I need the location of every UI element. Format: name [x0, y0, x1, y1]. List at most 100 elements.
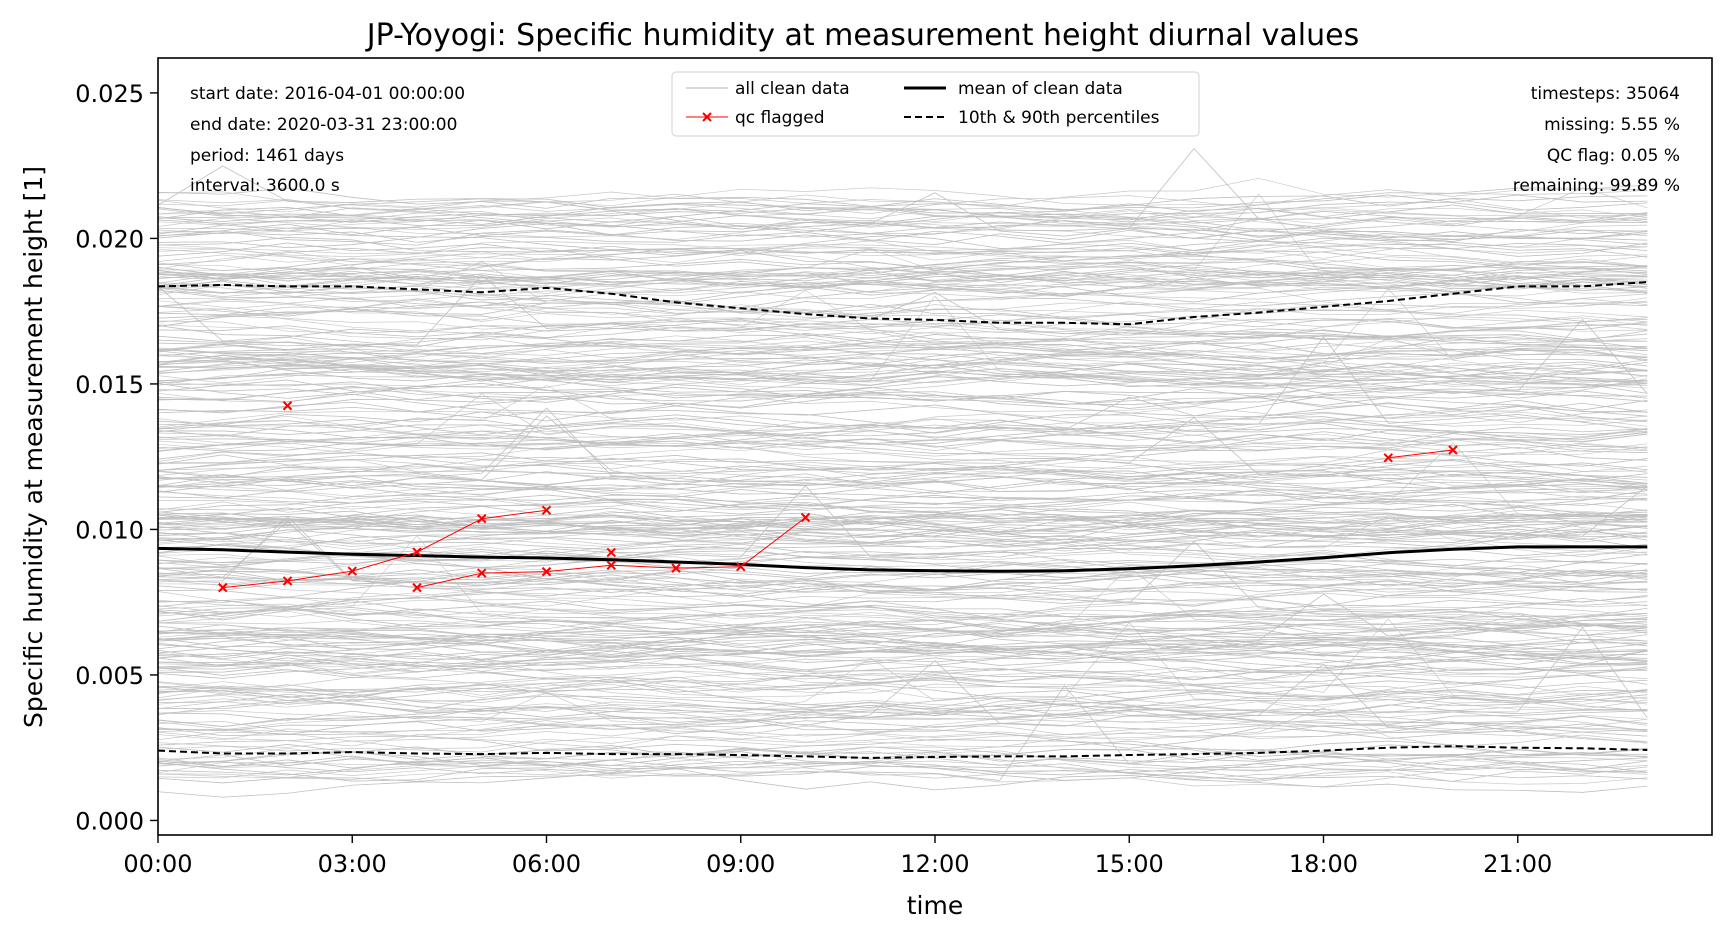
clean-data-line — [158, 198, 1648, 229]
clean-data-line — [158, 485, 1648, 568]
clean-data-line — [158, 747, 1648, 781]
clean-data-line — [158, 679, 1648, 701]
clean-data-line — [158, 563, 1648, 584]
clean-data-line — [158, 355, 1648, 381]
clean-data-line — [158, 390, 1648, 414]
clean-data-line — [158, 247, 1648, 282]
clean-data-line — [158, 711, 1648, 747]
clean-data-line — [158, 250, 1648, 279]
clean-data-line — [158, 459, 1648, 482]
clean-data-line — [158, 380, 1648, 413]
clean-data-line — [158, 440, 1648, 469]
clean-data-line — [158, 276, 1648, 297]
clean-data-line — [158, 299, 1648, 337]
clean-data-line — [158, 674, 1648, 716]
clean-data-line — [158, 739, 1648, 765]
clean-data-line — [158, 331, 1648, 357]
clean-data-line — [158, 748, 1648, 769]
clean-data-line — [158, 426, 1648, 447]
clean-data-line — [158, 363, 1648, 386]
clean-data-lines — [158, 147, 1648, 798]
y-tick-label: 0.025 — [75, 80, 144, 108]
clean-data-line — [158, 219, 1648, 239]
clean-data-line — [158, 755, 1648, 776]
clean-data-line — [158, 250, 1648, 287]
clean-data-line — [158, 451, 1648, 478]
qc-flagged-point — [1448, 445, 1458, 455]
stat-timesteps: timesteps: 35064 — [1531, 84, 1680, 104]
clean-data-line — [158, 707, 1648, 753]
qc-flagged-point — [477, 513, 487, 524]
qc-flagged-point — [541, 566, 552, 577]
clean-data-line — [158, 509, 1648, 528]
clean-data-line — [158, 577, 1648, 597]
clean-data-line — [158, 422, 1648, 447]
clean-data-line — [158, 417, 1648, 440]
qc-flagged-point — [671, 563, 681, 573]
clean-data-line — [158, 621, 1648, 708]
clean-data-line — [158, 573, 1648, 607]
chart-title: JP-Yoyogi: Specific humidity at measurem… — [365, 18, 1359, 53]
qc-flagged-point — [606, 547, 616, 558]
clean-data-line — [158, 255, 1648, 275]
clean-data-line — [158, 442, 1648, 527]
clean-data-line — [158, 215, 1648, 245]
clean-data-line — [158, 740, 1648, 759]
clean-data-line — [158, 297, 1648, 317]
stat-start-date: start date: 2016-04-01 00:00:00 — [190, 84, 465, 104]
clean-data-line — [158, 663, 1648, 681]
clean-data-line — [158, 267, 1648, 290]
legend-label-qc: qc flagged — [735, 108, 825, 128]
clean-data-line — [158, 265, 1648, 294]
qc-flagged-point — [606, 560, 616, 570]
qc-flagged-point — [218, 582, 228, 593]
clean-data-line — [158, 464, 1648, 486]
clean-data-line — [158, 249, 1648, 286]
clean-data-line — [158, 231, 1648, 257]
clean-data-line — [158, 407, 1648, 494]
stats-right: timesteps: 35064 missing: 5.55 % QC flag… — [1513, 84, 1680, 196]
clean-data-line — [158, 184, 1648, 214]
clean-data-line — [158, 487, 1648, 515]
clean-data-line — [158, 355, 1648, 383]
clean-data-line — [158, 392, 1648, 414]
clean-data-line — [158, 435, 1648, 455]
clean-data-line — [158, 530, 1648, 561]
clean-data-line — [158, 337, 1648, 359]
clean-data-line — [158, 187, 1648, 210]
clean-data-line — [158, 418, 1648, 441]
clean-data-line — [158, 657, 1648, 685]
clean-data-line — [158, 763, 1648, 788]
clean-data-line — [158, 455, 1648, 485]
clean-data-line — [158, 617, 1648, 651]
y-tick-label: 0.015 — [75, 371, 144, 399]
clean-data-line — [158, 769, 1648, 785]
clean-data-line — [158, 607, 1648, 638]
x-tick-label: 09:00 — [706, 850, 775, 878]
qc-flagged-line — [222, 509, 547, 589]
clean-data-line — [158, 528, 1648, 547]
clean-data-line — [158, 271, 1648, 294]
clean-data-line — [158, 700, 1648, 732]
clean-data-line — [158, 640, 1648, 672]
clean-data-line — [158, 627, 1648, 648]
clean-data-line — [158, 432, 1648, 452]
clean-data-line — [158, 433, 1648, 462]
clean-data-line — [158, 641, 1648, 669]
clean-data-line — [158, 339, 1648, 365]
clean-data-line — [158, 596, 1648, 628]
legend-box — [671, 71, 1200, 137]
clean-data-line — [158, 718, 1648, 743]
clean-data-line — [158, 657, 1648, 712]
clean-data-line — [158, 381, 1648, 405]
clean-data-line — [158, 314, 1648, 352]
clean-data-line — [158, 333, 1648, 352]
clean-data-line — [158, 699, 1648, 717]
legend-swatch-qc-marker — [702, 112, 712, 122]
y-axis-ticks: 0.000 0.005 0.010 0.015 0.020 0.025 — [75, 80, 158, 835]
clean-data-line — [158, 431, 1648, 453]
clean-data-line — [158, 261, 1648, 305]
clean-data-line — [158, 768, 1648, 798]
clean-data-line — [158, 239, 1648, 264]
